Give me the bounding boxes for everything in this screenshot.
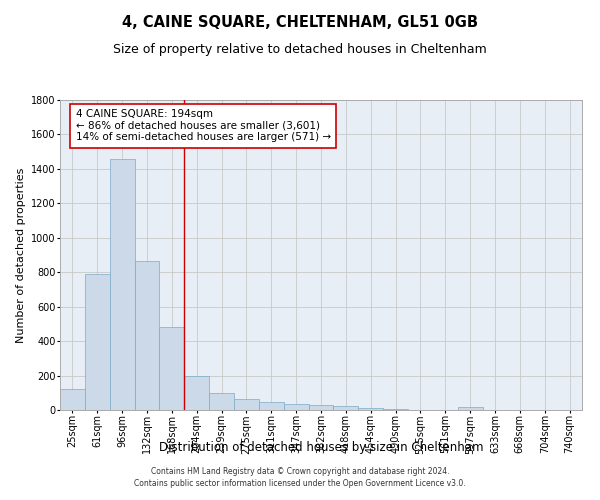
Bar: [284, 404, 308, 410]
Text: 4 CAINE SQUARE: 194sqm
← 86% of detached houses are smaller (3,601)
14% of semi-: 4 CAINE SQUARE: 194sqm ← 86% of detached…: [76, 110, 331, 142]
Text: Contains HM Land Registry data © Crown copyright and database right 2024.
Contai: Contains HM Land Registry data © Crown c…: [134, 466, 466, 487]
Bar: [60, 390, 85, 410]
Bar: [184, 376, 209, 410]
Bar: [160, 328, 184, 410]
Bar: [110, 158, 134, 410]
Text: Distribution of detached houses by size in Cheltenham: Distribution of detached houses by size …: [159, 441, 483, 454]
Y-axis label: Number of detached properties: Number of detached properties: [16, 168, 26, 342]
Bar: [458, 408, 482, 410]
Bar: [85, 274, 110, 410]
Text: 4, CAINE SQUARE, CHELTENHAM, GL51 0GB: 4, CAINE SQUARE, CHELTENHAM, GL51 0GB: [122, 15, 478, 30]
Bar: [234, 399, 259, 410]
Bar: [334, 406, 358, 410]
Bar: [358, 408, 383, 410]
Bar: [308, 405, 334, 410]
Bar: [134, 261, 160, 410]
Bar: [209, 393, 234, 410]
Bar: [259, 402, 284, 410]
Text: Size of property relative to detached houses in Cheltenham: Size of property relative to detached ho…: [113, 42, 487, 56]
